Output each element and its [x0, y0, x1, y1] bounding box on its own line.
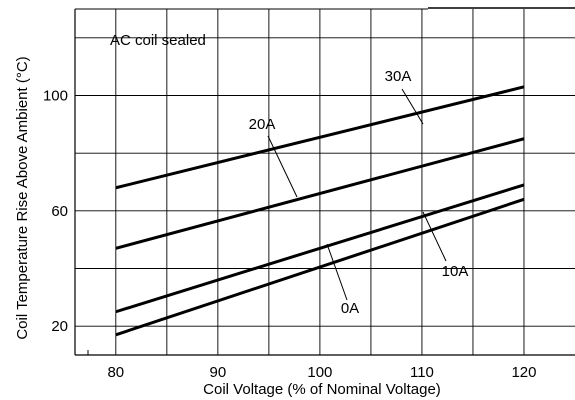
y-axis-label: Coil Temperature Rise Above Ambient (°C)	[14, 56, 31, 339]
series-line-20a	[115, 137, 525, 250]
series-line-30a	[115, 85, 525, 190]
chart-annotation: AC coil sealed	[110, 32, 206, 49]
series-label-20a: 20A	[249, 116, 276, 133]
leader-line-0a	[326, 243, 348, 301]
y-tick-label-100: 100	[43, 88, 68, 105]
plot-frame	[74, 7, 575, 356]
series-line-10a	[115, 183, 525, 314]
x-tick-label-80: 80	[107, 364, 124, 381]
leader-line-10a	[422, 211, 447, 262]
series-label-0a: 0A	[341, 300, 359, 317]
series-labels: 30A 20A 10A 0A	[249, 68, 469, 317]
x-axis-label: Coil Voltage (% of Nominal Voltage)	[203, 381, 441, 398]
series-label-30a: 30A	[385, 68, 412, 85]
grid	[75, 9, 575, 355]
leader-line-20a	[267, 135, 298, 198]
x-tick-label-110: 110	[410, 364, 434, 381]
series-label-10a: 10A	[442, 263, 469, 280]
tick-labels: 80 90 100 110 120 20 60 100	[43, 88, 537, 382]
leader-line-30a	[401, 88, 424, 125]
x-tick-label-100: 100	[307, 364, 332, 381]
x-tick-label-120: 120	[511, 364, 536, 381]
y-tick-label-60: 60	[51, 203, 68, 220]
series-lines	[115, 85, 525, 337]
x-tick-label-90: 90	[210, 364, 227, 381]
series-line-0a	[115, 197, 525, 337]
y-tick-label-20: 20	[51, 318, 68, 335]
